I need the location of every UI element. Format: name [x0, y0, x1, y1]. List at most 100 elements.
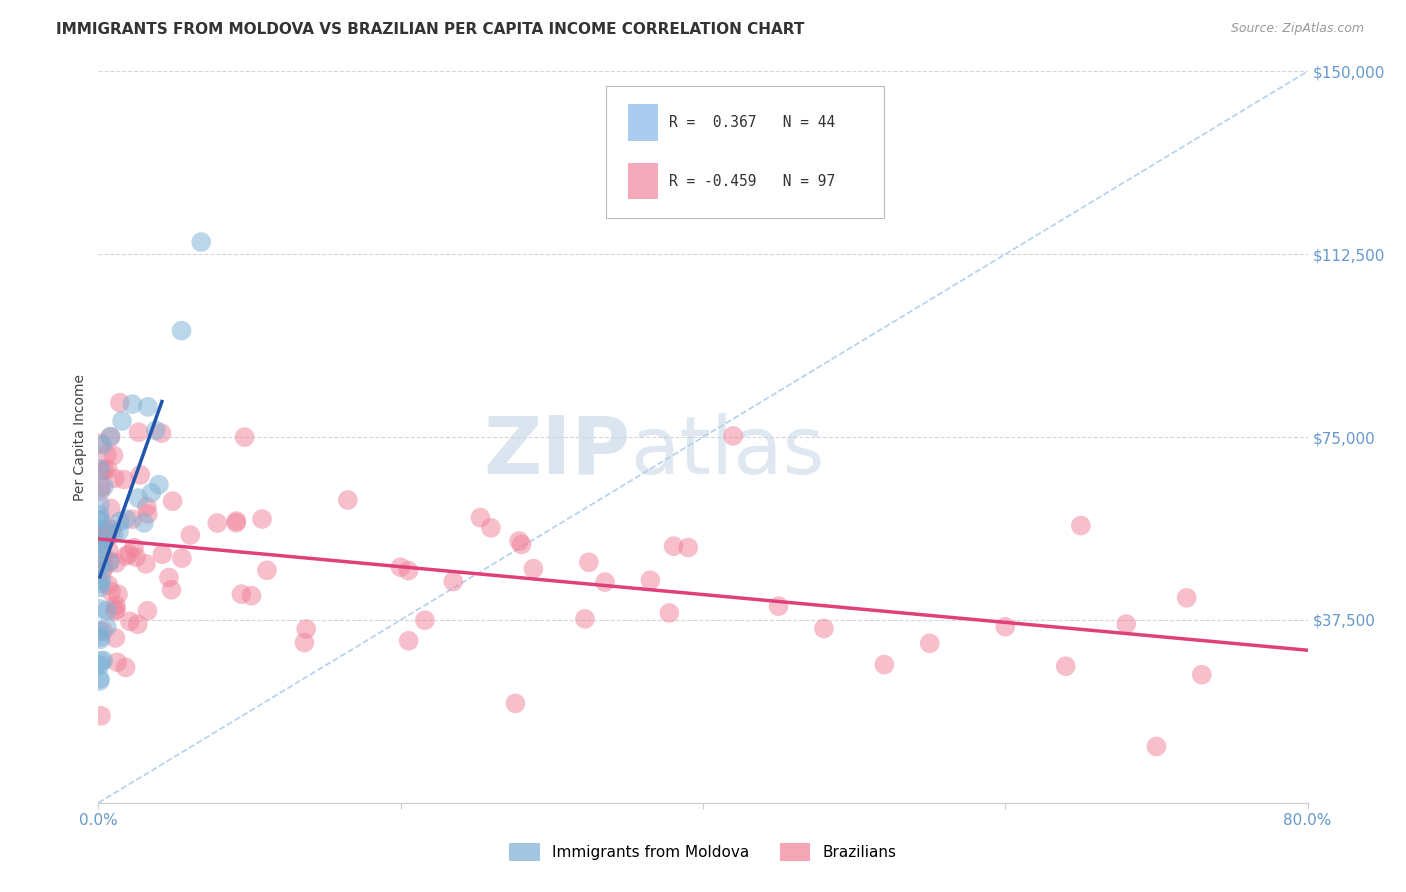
Point: [98, 556, 121, 570]
Point: [141, 486, 163, 500]
Point: [190, 235, 212, 249]
Point: [105, 655, 128, 669]
Point: [89, 508, 111, 522]
Point: [162, 494, 184, 508]
Point: [114, 660, 136, 674]
Point: [89, 630, 111, 644]
Point: [148, 477, 170, 491]
Point: [118, 547, 141, 561]
Point: [505, 697, 527, 711]
Point: [127, 617, 149, 632]
Point: [90, 573, 112, 587]
Point: [103, 526, 125, 541]
Point: [98, 554, 121, 568]
Point: [89, 514, 111, 528]
Point: [111, 414, 134, 428]
Point: [150, 547, 173, 561]
Point: [115, 549, 138, 563]
Point: [813, 622, 835, 636]
Point: [510, 537, 533, 551]
Point: [250, 512, 273, 526]
Point: [90, 708, 112, 723]
Point: [89, 484, 111, 499]
Point: [97, 462, 120, 476]
Point: [90, 654, 112, 668]
Point: [100, 584, 122, 599]
Point: [1115, 617, 1137, 632]
Point: [145, 423, 167, 437]
Point: [89, 559, 111, 574]
Point: [90, 436, 112, 450]
Point: [994, 620, 1017, 634]
Text: ZIP: ZIP: [484, 413, 630, 491]
FancyBboxPatch shape: [628, 104, 658, 141]
Point: [89, 602, 111, 616]
Point: [93, 559, 115, 574]
Point: [233, 430, 256, 444]
Point: [112, 473, 135, 487]
Point: [136, 400, 159, 414]
Point: [90, 532, 112, 546]
Point: [136, 604, 159, 618]
Point: [89, 541, 111, 555]
Point: [470, 510, 492, 524]
Point: [115, 512, 138, 526]
Point: [91, 523, 114, 537]
Point: [135, 500, 157, 514]
Point: [90, 464, 112, 478]
Point: [160, 582, 183, 597]
Point: [89, 534, 111, 549]
Point: [91, 550, 114, 565]
Point: [918, 636, 941, 650]
Point: [96, 448, 118, 462]
Point: [89, 672, 111, 686]
Point: [508, 534, 530, 549]
Point: [108, 395, 131, 409]
Point: [676, 541, 699, 555]
Point: [157, 570, 180, 584]
Point: [170, 551, 193, 566]
FancyBboxPatch shape: [628, 163, 658, 200]
Point: [89, 673, 111, 688]
Point: [121, 397, 143, 411]
Point: [294, 635, 316, 649]
Point: [593, 575, 616, 590]
Point: [91, 564, 114, 578]
Point: [129, 467, 152, 482]
Point: [93, 463, 115, 477]
Point: [441, 574, 464, 589]
FancyBboxPatch shape: [606, 86, 884, 218]
Point: [1054, 659, 1077, 673]
Point: [118, 615, 141, 629]
Point: [89, 461, 111, 475]
Point: [522, 562, 544, 576]
Point: [873, 657, 896, 672]
Point: [97, 578, 120, 592]
Point: [207, 516, 229, 530]
Point: [1175, 591, 1198, 605]
Point: [662, 539, 685, 553]
Point: [231, 587, 253, 601]
Point: [479, 521, 502, 535]
Point: [90, 559, 112, 574]
Point: [93, 480, 115, 494]
Point: [336, 493, 359, 508]
Y-axis label: Per Capita Income: Per Capita Income: [73, 374, 87, 500]
Point: [179, 528, 201, 542]
Point: [108, 524, 131, 538]
Text: atlas: atlas: [630, 413, 825, 491]
Point: [89, 513, 111, 527]
Point: [128, 425, 150, 440]
Point: [574, 612, 596, 626]
Point: [96, 603, 118, 617]
Point: [91, 653, 114, 667]
Point: [89, 576, 111, 591]
Point: [89, 497, 111, 511]
Point: [108, 515, 131, 529]
Point: [100, 430, 122, 444]
Point: [97, 543, 120, 558]
Point: [136, 507, 159, 521]
Point: [658, 606, 681, 620]
Point: [127, 491, 149, 505]
Point: [107, 587, 129, 601]
